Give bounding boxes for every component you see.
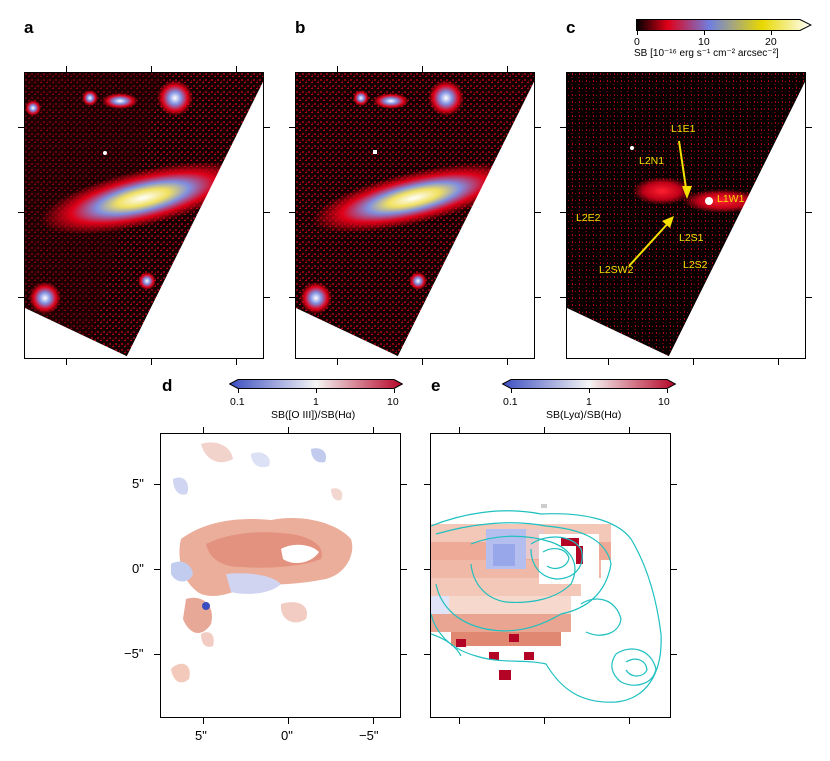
panel-d-oiii-halpha-ratio-map (171, 442, 353, 683)
panel-label-a: a (24, 18, 34, 37)
colorbar-lya-title: SB(Lyα)/SB(Hα) (546, 409, 622, 421)
panel-a-image (24, 72, 264, 359)
panel-c-image: L1E1 L2N1 L1W1 L2E2 L2S1 L2SW2 L2S2 (566, 72, 806, 359)
annotation-l2s1: L2S1 (679, 232, 704, 244)
x-tick-5: 5" (195, 728, 207, 743)
colorbar-oiii-tick-10: 10 (387, 396, 399, 408)
colorbar-lya-tick-1: 1 (586, 396, 592, 408)
annotation-l2s2: L2S2 (683, 259, 708, 271)
panel-e-lya-halpha-ratio-map (431, 504, 662, 703)
colorbar-lya-tick-0.1: 0.1 (503, 396, 518, 408)
colorbar-oiii-title: SB([O III])/SB(Hα) (271, 409, 356, 421)
y-tick-5: 5" (132, 476, 144, 491)
annotation-l1w1: L1W1 (717, 193, 745, 205)
colorbar-sb-bar (636, 19, 812, 31)
annotation-l2n1: L2N1 (639, 155, 665, 167)
panel-label-c: c (566, 18, 576, 37)
colorbar-lya-tick-10: 10 (658, 396, 670, 408)
panel-b-halpha-map (296, 73, 534, 358)
x-tick-minus-5: −5" (359, 728, 379, 743)
colorbar-lya-bar (502, 379, 676, 389)
panel-label-e: e (431, 376, 441, 395)
panel-b-image (295, 72, 535, 359)
panel-d-image (160, 433, 401, 718)
panel-a-halpha-map (25, 73, 263, 358)
panel-label-b: b (295, 18, 306, 37)
annotation-l2sw2: L2SW2 (599, 264, 634, 276)
x-tick-0: 0" (281, 728, 293, 743)
colorbar-oiii-bar (229, 379, 403, 389)
colorbar-sb-tick-0: 0 (634, 36, 640, 48)
annotation-l1e1: L1E1 (671, 123, 696, 135)
panel-e-image (430, 433, 671, 718)
colorbar-sb-tick-20: 20 (765, 36, 777, 48)
colorbar-oiii-tick-0.1: 0.1 (230, 396, 245, 408)
colorbar-oiii-tick-1: 1 (313, 396, 319, 408)
colorbar-sb-title: SB [10⁻¹⁶ erg s⁻¹ cm⁻² arcsec⁻²] (634, 48, 779, 59)
y-tick-0: 0" (132, 561, 144, 576)
y-tick-minus-5: −5" (124, 646, 144, 661)
panel-label-d: d (162, 376, 173, 395)
colorbar-sb-tick-10: 10 (698, 36, 710, 48)
annotation-l2e2: L2E2 (576, 212, 601, 224)
lya-contours (431, 510, 662, 703)
panel-c-residual-map (567, 73, 805, 358)
